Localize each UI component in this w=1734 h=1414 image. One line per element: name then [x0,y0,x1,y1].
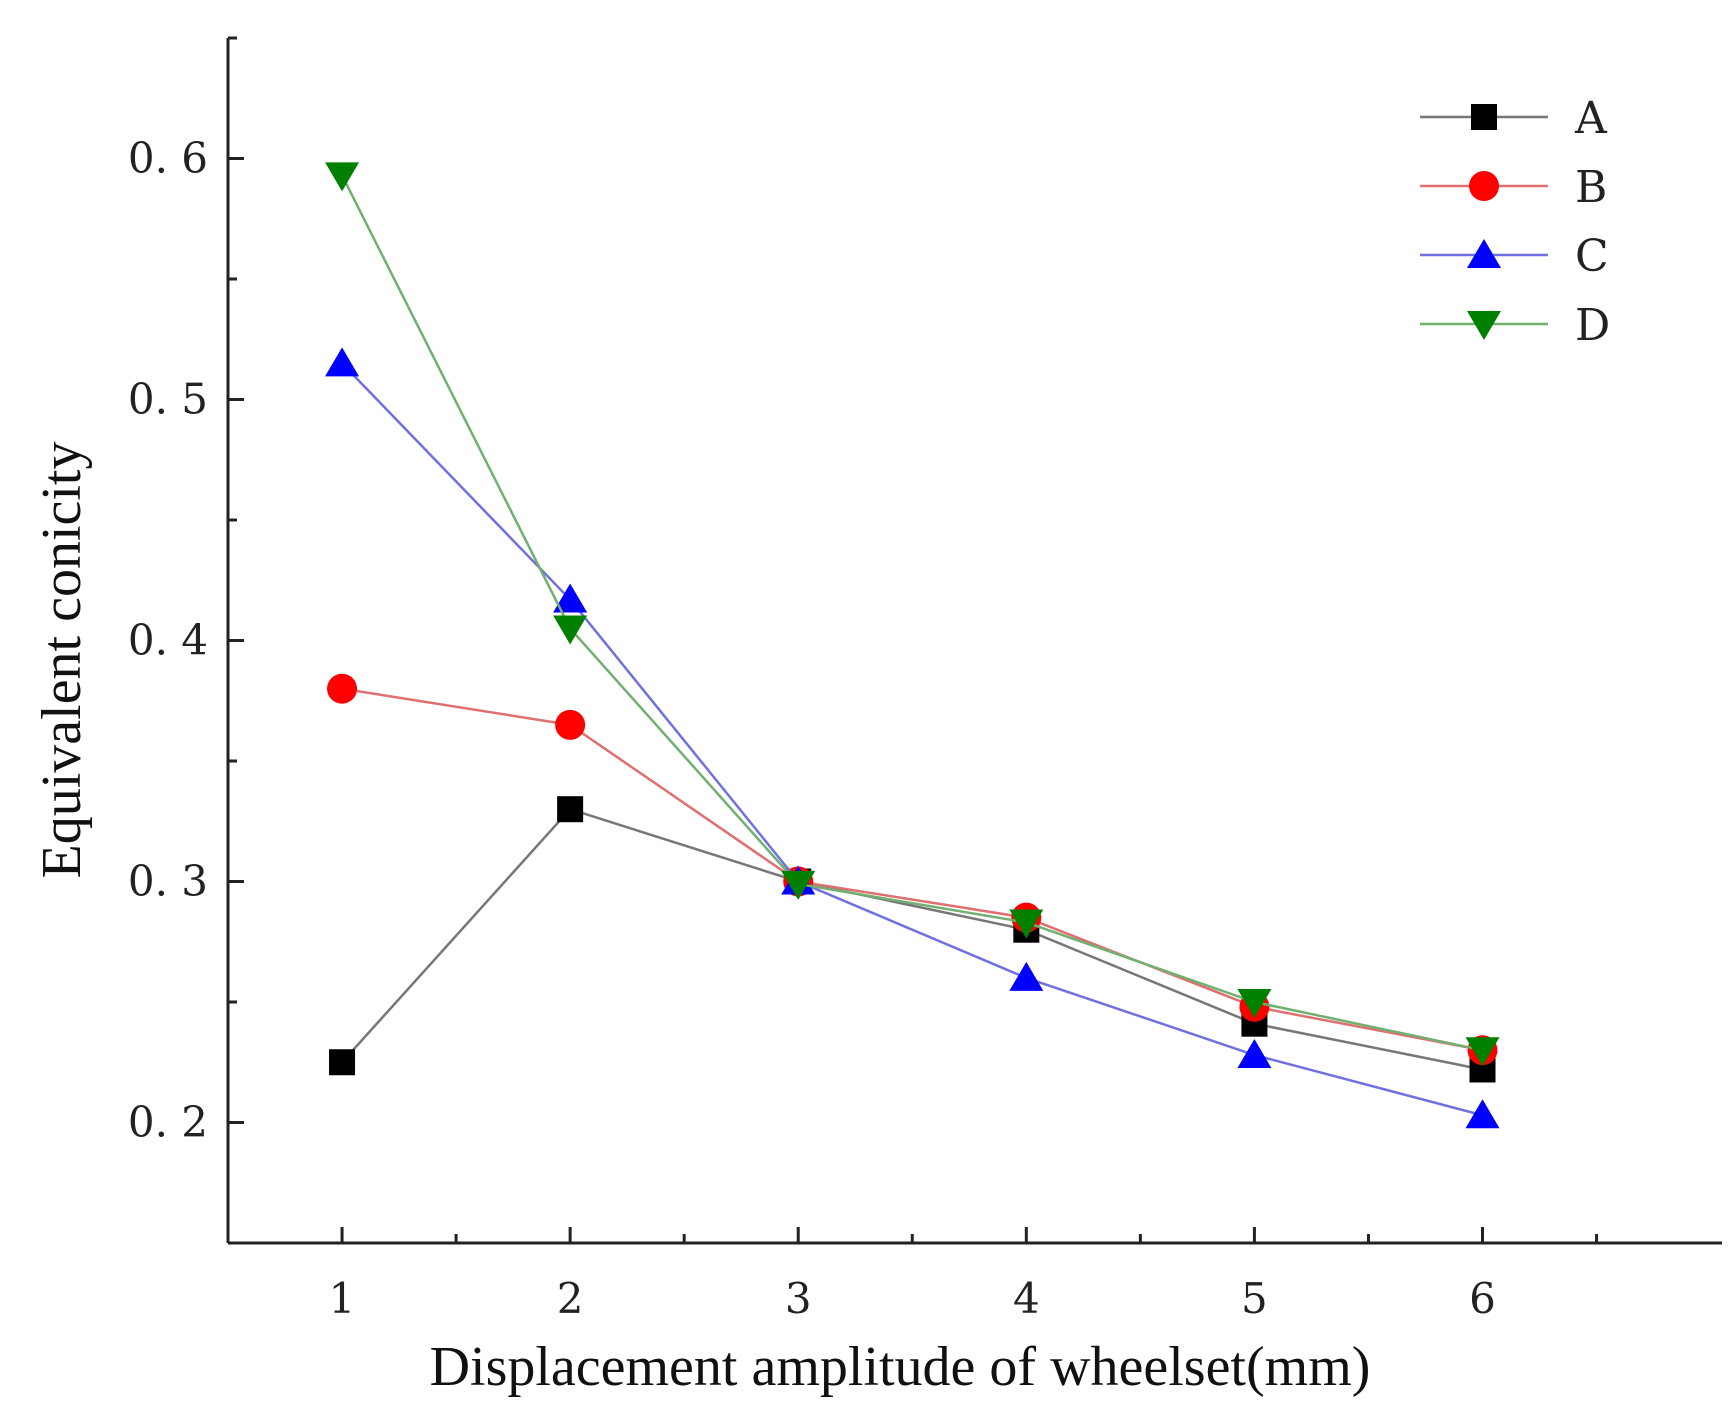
x-axis-title: Displacement amplitude of wheelset(mm) [430,1336,1371,1398]
legend-label: C [1575,231,1609,282]
series-d [325,162,1500,1067]
legend-item-c: C [1420,231,1609,282]
data-point-d [325,162,360,192]
legend-label: B [1575,162,1607,213]
x-tick-label: 1 [329,1274,356,1323]
data-point-d [553,615,588,645]
series-line-a [341,807,1483,1071]
y-tick-label: 0. 4 [128,616,208,665]
legend-item-d: D [1420,300,1610,351]
data-point-c [1465,1099,1500,1129]
y-tick-label: 0. 3 [128,857,208,906]
data-point-c [325,347,360,377]
data-point-d [781,870,816,900]
data-point-c [1237,1039,1272,1069]
legend-label: D [1575,300,1610,351]
legend-marker [1471,104,1497,130]
axes: 1 2 3 4 5 6 0. 2 0. 3 0. 4 0. 5 0. 6 [128,36,1722,1323]
series-c [325,347,1500,1129]
x-tick-label: 6 [1469,1274,1496,1323]
y-tick-label: 0. 6 [128,134,208,183]
x-tick-label: 4 [1013,1274,1040,1323]
data-point-b [327,673,358,704]
series-line-c [341,362,1483,1117]
data-point-b [555,709,586,740]
series-layer [325,162,1500,1129]
legend-item-b: B [1420,162,1607,213]
x-tick-label: 5 [1241,1274,1268,1323]
series-a [329,796,1496,1083]
x-tick-label: 3 [785,1274,812,1323]
series-line-d [340,174,1483,1052]
legend-marker [1467,311,1501,340]
data-point-d [1237,989,1272,1018]
legend-marker [1467,239,1501,268]
y-tick-label: 0. 5 [128,375,208,424]
legend-item-a: A [1420,93,1608,144]
series-line-b [341,687,1483,1052]
y-axis-title: Equivalent conicity [31,442,93,879]
data-point-a [329,1049,356,1076]
data-point-a [557,796,584,823]
y-tick-label: 0. 2 [128,1098,208,1147]
data-point-d [1465,1037,1500,1067]
data-point-c [1009,961,1044,991]
data-point-d [1009,909,1044,939]
series-b [327,673,1498,1066]
x-tick-label: 2 [557,1274,584,1323]
data-point-c [553,583,588,613]
legend-marker [1469,171,1499,201]
legend-label: A [1574,93,1608,144]
